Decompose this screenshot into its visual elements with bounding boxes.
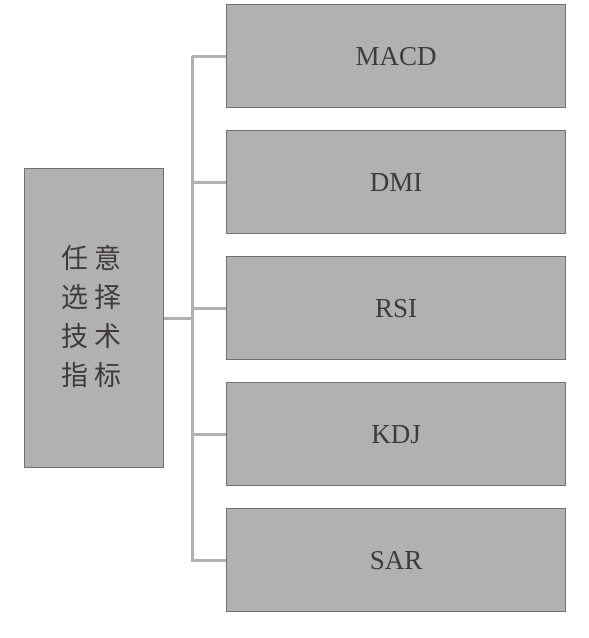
child-label: SAR [370, 545, 423, 576]
child-node-rsi: RSI [226, 256, 566, 360]
connector-h [192, 307, 226, 310]
child-label: KDJ [371, 419, 421, 450]
connector-h [192, 559, 226, 562]
child-label: RSI [375, 293, 417, 324]
root-line-4: 指标 [61, 357, 127, 396]
child-node-dmi: DMI [226, 130, 566, 234]
child-node-kdj: KDJ [226, 382, 566, 486]
root-line-2: 选择 [61, 279, 127, 318]
connector-h [192, 55, 226, 58]
connector-h [164, 317, 192, 320]
root-line-1: 任意 [61, 240, 127, 279]
root-label: 任意 选择 技术 指标 [61, 240, 127, 397]
root-line-3: 技术 [61, 318, 127, 357]
connector-h [192, 433, 226, 436]
child-label: DMI [370, 167, 423, 198]
root-node: 任意 选择 技术 指标 [24, 168, 164, 468]
child-node-macd: MACD [226, 4, 566, 108]
connector-h [192, 181, 226, 184]
child-node-sar: SAR [226, 508, 566, 612]
child-label: MACD [355, 41, 436, 72]
